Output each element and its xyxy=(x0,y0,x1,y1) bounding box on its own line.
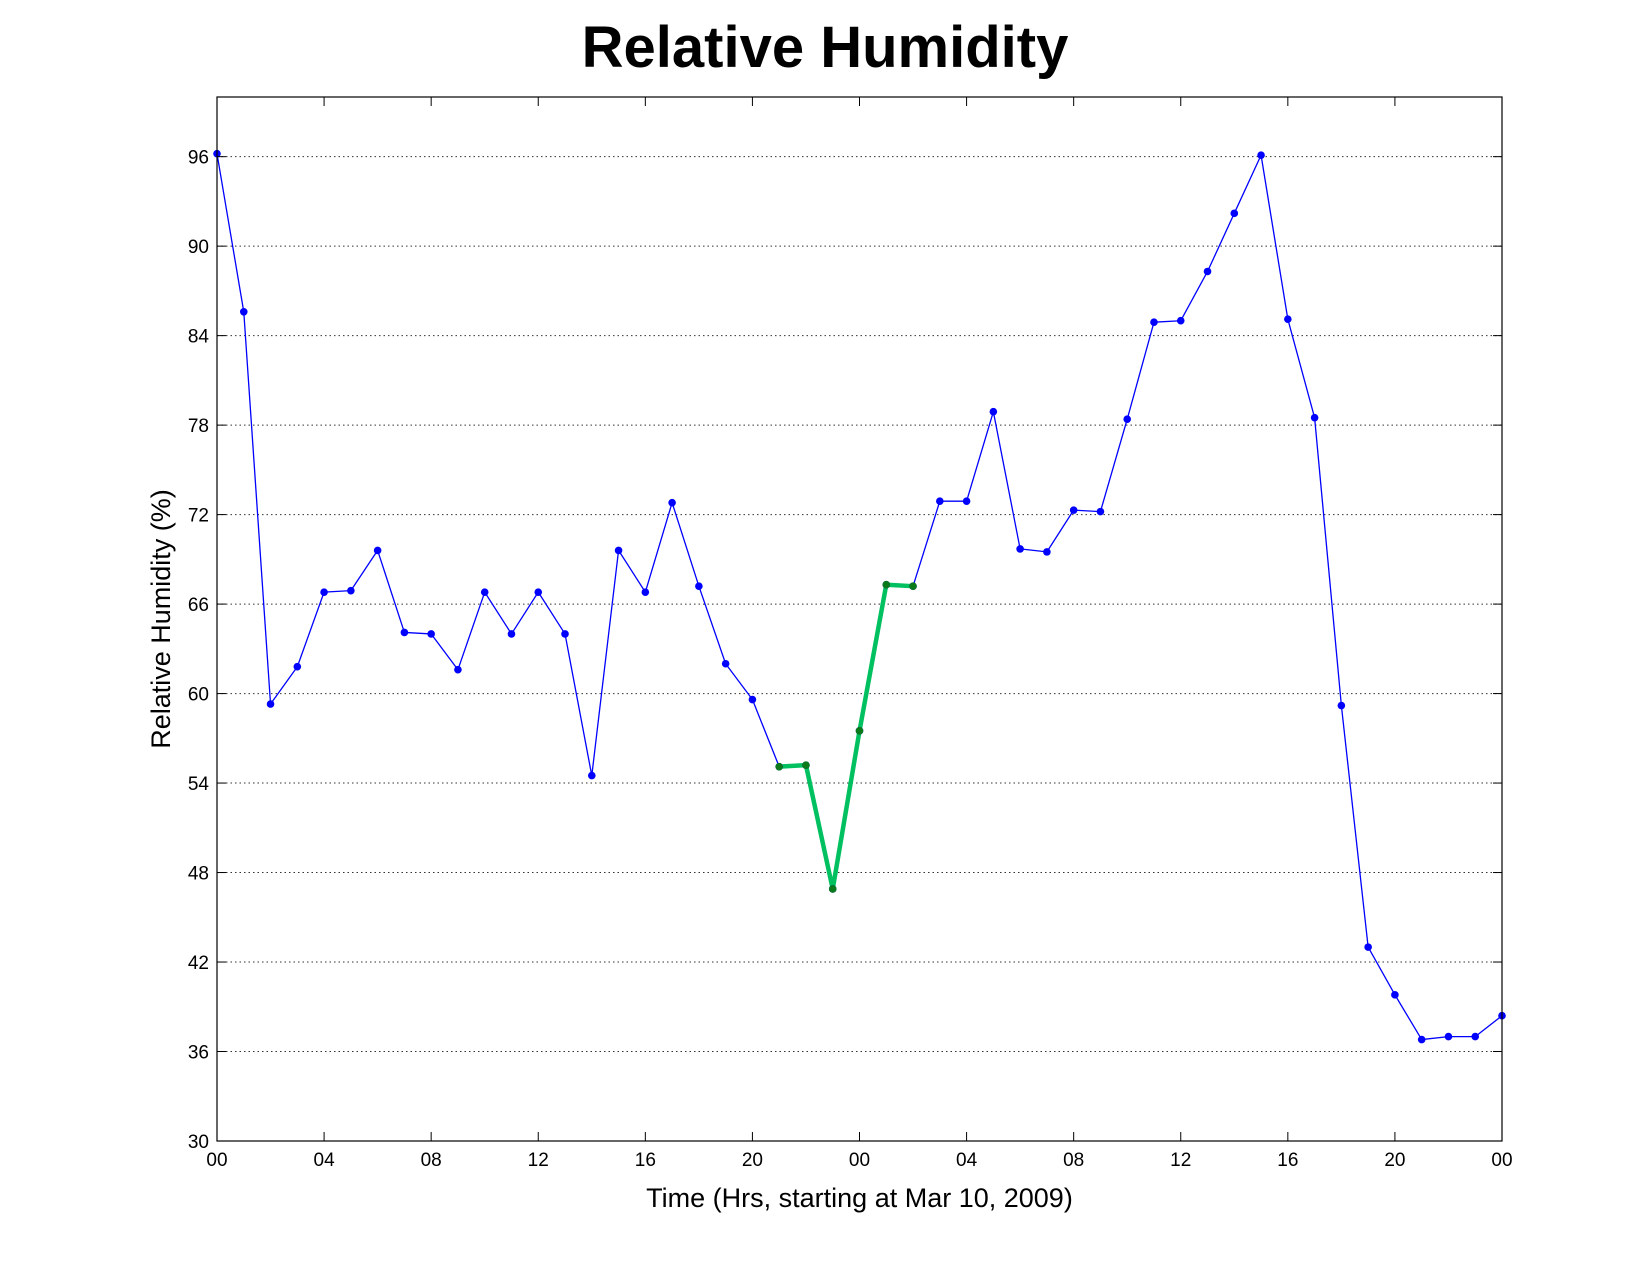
data-point xyxy=(1337,701,1346,710)
data-point xyxy=(427,630,435,638)
y-tick-label: 96 xyxy=(188,148,209,169)
highlight-data-point xyxy=(775,762,783,771)
data-point xyxy=(721,659,730,668)
data-point xyxy=(507,630,516,638)
x-tick-label: 00 xyxy=(849,1150,870,1171)
data-point xyxy=(480,588,489,596)
highlight-series-line xyxy=(776,582,916,892)
data-point xyxy=(695,582,703,590)
data-point xyxy=(400,628,409,637)
x-tick-label: 00 xyxy=(1491,1150,1512,1171)
data-point xyxy=(561,630,569,638)
highlight-data-point xyxy=(909,582,917,590)
x-axis-title: Time (Hrs, starting at Mar 10, 2009) xyxy=(646,1183,1073,1213)
data-point xyxy=(614,546,623,555)
axis-ticks xyxy=(216,97,1503,1142)
data-point xyxy=(1150,318,1158,327)
x-tick-label: 04 xyxy=(956,1150,978,1171)
x-tick-label: 12 xyxy=(528,1150,549,1171)
data-point xyxy=(1471,1032,1480,1041)
data-point xyxy=(239,307,248,316)
x-tick-label: 04 xyxy=(314,1150,336,1171)
data-point xyxy=(1257,151,1265,159)
data-point xyxy=(1284,315,1292,324)
y-tick-label: 84 xyxy=(188,327,210,348)
y-tick-label: 72 xyxy=(188,506,209,527)
y-tick-label: 90 xyxy=(188,237,209,258)
data-point xyxy=(668,498,676,507)
x-tick-label: 16 xyxy=(1277,1150,1298,1171)
x-tick-label: 20 xyxy=(1384,1150,1405,1171)
data-point xyxy=(320,588,328,596)
data-point xyxy=(748,695,757,704)
x-tick-label: 00 xyxy=(206,1150,227,1171)
data-point xyxy=(989,407,998,416)
y-tick-label: 48 xyxy=(188,864,209,885)
data-point xyxy=(1391,991,1399,999)
highlight-data-point xyxy=(828,885,837,893)
data-point xyxy=(1417,1035,1426,1044)
plot-area xyxy=(217,97,1502,1141)
data-point xyxy=(936,497,944,505)
data-point xyxy=(1444,1032,1453,1041)
data-point xyxy=(293,662,302,671)
data-point xyxy=(1176,316,1185,325)
chart-title: Relative Humidity xyxy=(581,15,1069,80)
highlight-data-point xyxy=(802,761,810,769)
x-tick-label: 08 xyxy=(421,1150,442,1171)
y-tick-label: 36 xyxy=(188,1043,209,1064)
data-point xyxy=(1123,415,1132,423)
data-point xyxy=(641,588,650,596)
highlight-data-point xyxy=(855,727,864,735)
data-point xyxy=(266,700,275,708)
data-point xyxy=(1364,943,1372,951)
data-point xyxy=(534,588,543,596)
x-tick-label: 20 xyxy=(742,1150,763,1171)
y-tick-label: 42 xyxy=(188,953,209,974)
y-tick-label: 66 xyxy=(188,595,209,616)
data-point xyxy=(1230,209,1239,218)
highlight-data-point xyxy=(882,580,891,589)
x-tick-label: 16 xyxy=(635,1150,656,1171)
data-point xyxy=(1203,267,1212,276)
data-point xyxy=(347,586,355,595)
y-tick-label: 30 xyxy=(188,1132,209,1153)
data-point xyxy=(1310,413,1319,422)
y-tick-labels: 30 36 42 48 54 60 66 72 78 84 90 96 xyxy=(188,148,210,1153)
x-tick-label: 08 xyxy=(1063,1150,1084,1171)
y-tick-label: 78 xyxy=(188,416,209,437)
data-point xyxy=(373,546,382,555)
y-axis-title: Relative Humidity (%) xyxy=(146,489,176,749)
data-point xyxy=(587,771,596,780)
x-tick-labels: 00 04 08 12 16 20 00 04 08 12 16 20 00 xyxy=(206,1150,1512,1171)
data-point xyxy=(1016,545,1024,553)
data-point xyxy=(1069,506,1078,514)
data-point xyxy=(454,665,462,674)
x-tick-label: 12 xyxy=(1170,1150,1191,1171)
y-tick-label: 54 xyxy=(188,774,210,795)
data-point xyxy=(1096,507,1105,516)
y-tick-label: 60 xyxy=(188,685,209,706)
data-point xyxy=(962,497,971,505)
data-point xyxy=(1043,548,1051,556)
